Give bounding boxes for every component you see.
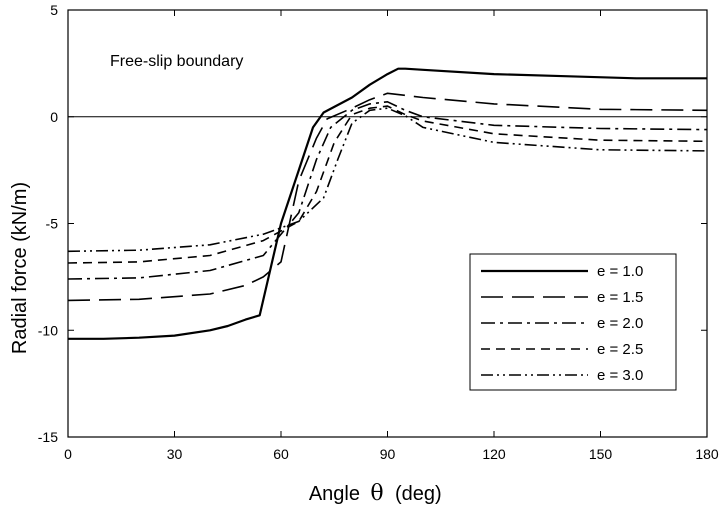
chart-annotation: Free-slip boundary: [110, 53, 243, 70]
x-tick-label: 0: [64, 446, 72, 462]
series-lines: [67, 67, 708, 340]
axis-ticks: 0 30 60 90 120 150 180 5 0 -5 -10 -15: [38, 2, 719, 462]
y-tick-label: 5: [50, 2, 58, 18]
x-axis-unit: (deg): [395, 483, 442, 505]
y-axis-title: Radial force (kN/m): [9, 182, 31, 354]
x-tick-label: 150: [589, 446, 613, 462]
x-tick-label: 120: [482, 446, 506, 462]
x-axis-label: Angle: [309, 483, 360, 505]
y-tick-label: -5: [46, 216, 59, 232]
series-line-2: [67, 92, 708, 302]
legend: e = 1.0 e = 1.5 e = 2.0 e = 2.5 e = 3.0: [469, 253, 677, 391]
x-axis-title: Angle θ (deg): [309, 481, 442, 506]
series-line-5: [67, 107, 708, 253]
legend-box: [469, 253, 677, 391]
x-axis-symbol: θ: [370, 481, 383, 506]
x-tick-label: 180: [695, 446, 719, 462]
y-tick-label: 0: [50, 109, 58, 125]
x-tick-label: 60: [273, 446, 289, 462]
x-tick-label: 30: [167, 446, 183, 462]
series-line-3: [67, 101, 708, 280]
legend-label-1: e = 1.0: [597, 263, 643, 280]
series-line-4: [67, 105, 708, 264]
y-tick-label: -10: [38, 322, 58, 338]
plot-frame: [67, 9, 708, 438]
legend-label-4: e = 2.5: [597, 341, 643, 358]
legend-label-3: e = 2.0: [597, 315, 643, 332]
legend-label-5: e = 3.0: [597, 367, 643, 384]
x-tick-label: 90: [380, 446, 396, 462]
series-line-1: [68, 67, 707, 340]
y-tick-label: -15: [38, 429, 58, 445]
legend-label-2: e = 1.5: [597, 289, 643, 306]
